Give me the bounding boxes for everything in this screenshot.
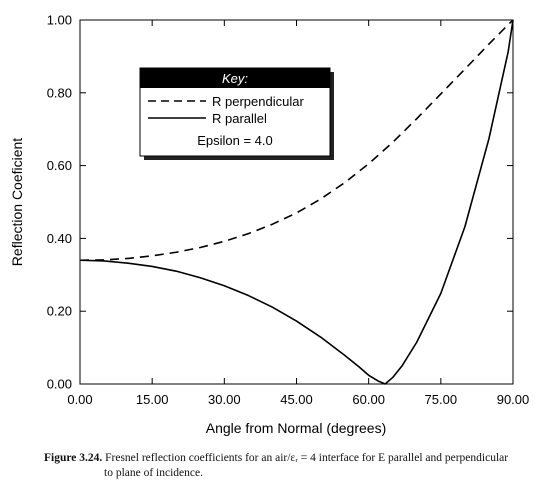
x-tick-label: 60.00 [352,392,385,407]
x-tick-label: 15.00 [136,392,169,407]
y-tick-label: 0.40 [47,231,72,246]
caption-label: Figure 3.24. [44,452,103,464]
caption-text-line1: Fresnel reflection coefficients for an a… [105,452,509,464]
legend-title: Key: [222,71,248,86]
y-tick-label: 0.80 [47,85,72,100]
series-line-r-perpendicular [79,19,514,262]
y-tick-label: 1.00 [47,13,72,28]
series-line-r-parallel [79,19,514,385]
x-tick-label: 30.00 [208,392,241,407]
x-tick-label: 0.00 [67,392,92,407]
legend-note: Epsilon = 4.0 [197,133,273,148]
y-tick-label: 0.00 [47,377,72,392]
legend-header [140,68,330,88]
reflection-chart: 0.00 15.00 30.00 45.00 60.00 75.00 90.00 0.000… [9,13,529,437]
y-tick-label: 0.20 [47,304,72,319]
x-axis: 0.00 15.00 30.00 45.00 60.00 75.00 90.00 [67,20,529,407]
y-axis: 0.00 0.20 0.40 0.60 0.80 1.00 [47,13,513,392]
series-lines [79,19,514,385]
legend-label-r-parallel: R parallel [212,111,267,126]
figure-caption: Figure 3.24. Fresnel reflection coeffici… [44,451,514,481]
legend-label-r-perpendicular: R perpendicular [212,94,304,109]
caption-text-line2: to plane of incidence. [104,467,203,479]
y-axis-title: Reflection Coeficient [9,138,25,267]
legend-box: Key: R perpendicular R parallel Epsilon … [139,67,334,160]
x-axis-title: Angle from Normal (degrees) [206,420,387,436]
y-tick-label: 0.60 [47,158,72,173]
x-tick-label: 45.00 [280,392,313,407]
x-tick-label: 90.00 [497,392,530,407]
x-tick-label: 75.00 [425,392,458,407]
